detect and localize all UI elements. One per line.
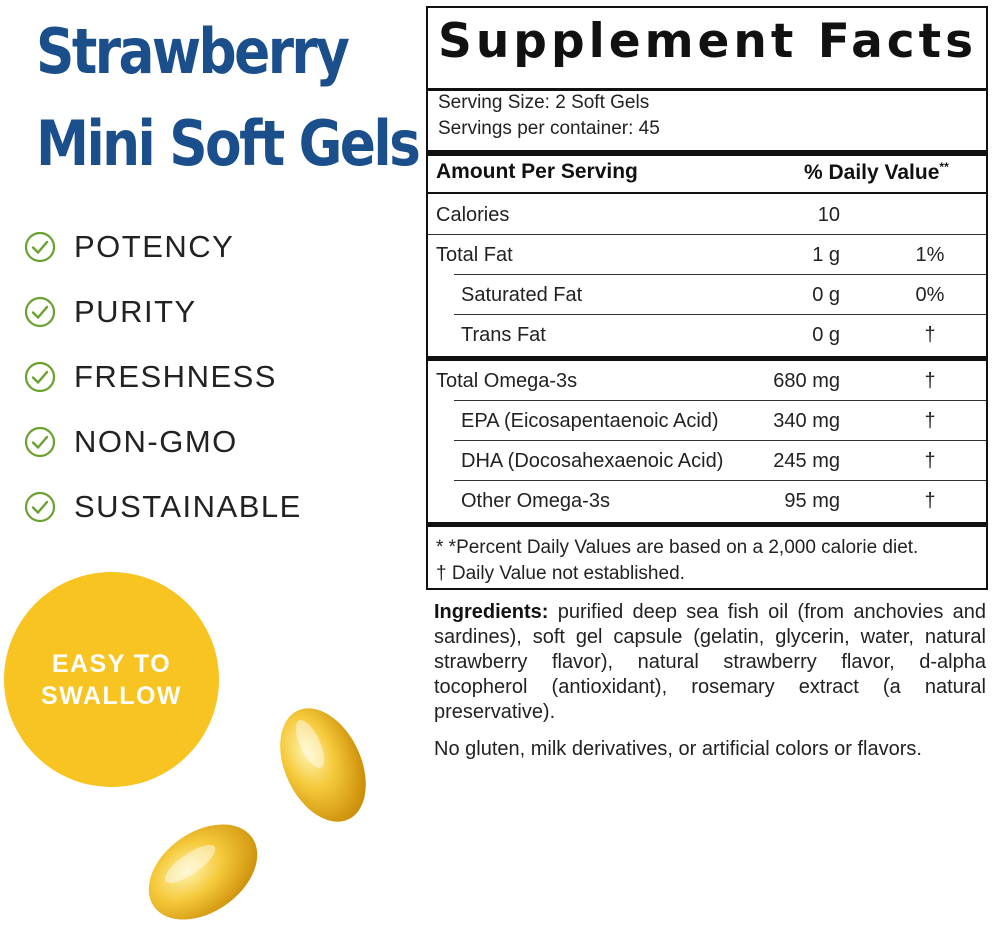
- benefit-label: PURITY: [74, 293, 197, 329]
- nutrient-amount: 0 g: [812, 284, 840, 306]
- daily-value-header: % Daily Value**: [804, 160, 949, 185]
- footnote-percent-daily-values: * *Percent Daily Values are based on a 2…: [436, 537, 919, 558]
- thick-divider: [428, 522, 986, 527]
- check-circle-icon: [24, 426, 56, 457]
- table-row: Saturated Fat 0 g 0%: [428, 275, 986, 315]
- ingredients-block: Ingredients: purified deep sea fish oil …: [434, 600, 986, 725]
- table-row: Calories 10: [428, 195, 986, 235]
- product-title-line1: Strawberry: [36, 15, 350, 88]
- daily-value-marker: **: [939, 160, 949, 174]
- thick-divider: [428, 150, 986, 156]
- benefit-label: SUSTAINABLE: [74, 488, 302, 524]
- table-row: Total Omega-3s 680 mg †: [428, 361, 986, 401]
- benefit-label: FRESHNESS: [74, 358, 277, 394]
- nutrient-name: Total Fat: [436, 244, 513, 266]
- nutrient-amount: 1 g: [812, 244, 840, 266]
- benefits-list: POTENCY PURITY FRESHNESS NON-GMO SUSTAIN…: [24, 214, 302, 539]
- supplement-facts-title: Supplement Facts: [438, 14, 978, 69]
- nutrient-amount: 245 mg: [773, 450, 840, 472]
- thick-divider: [428, 356, 986, 361]
- nutrient-name: Trans Fat: [461, 324, 546, 346]
- softgel-image: [148, 824, 258, 920]
- check-circle-icon: [24, 361, 56, 392]
- free-from-statement: No gluten, milk derivatives, or artifici…: [434, 738, 922, 760]
- benefit-item: POTENCY: [24, 214, 302, 279]
- nutrient-amount: 680 mg: [773, 370, 840, 392]
- nutrient-amount: 340 mg: [773, 410, 840, 432]
- supplement-facts-panel: Supplement Facts Serving Size: 2 Soft Ge…: [426, 6, 988, 590]
- nutrient-name: Calories: [436, 204, 510, 226]
- nutrient-daily-value: 0%: [915, 284, 945, 306]
- row-divider: [428, 234, 986, 235]
- nutrient-amount: 95 mg: [784, 490, 840, 512]
- nutrient-amount: 0 g: [812, 324, 840, 346]
- table-row: Other Omega-3s 95 mg †: [428, 481, 986, 521]
- table-row: DHA (Docosahexaenoic Acid) 245 mg †: [428, 441, 986, 481]
- badge-line1: EASY TO: [51, 649, 172, 678]
- table-row: EPA (Eicosapentaenoic Acid) 340 mg †: [428, 401, 986, 441]
- nutrient-daily-value: †: [924, 410, 936, 432]
- amount-per-serving-header: Amount Per Serving: [436, 160, 638, 183]
- check-circle-icon: [24, 491, 56, 522]
- table-row: Trans Fat 0 g †: [428, 315, 986, 355]
- benefit-item: NON-GMO: [24, 409, 302, 474]
- row-divider: [454, 480, 986, 481]
- benefit-label: NON-GMO: [74, 423, 238, 459]
- check-circle-icon: [24, 296, 56, 327]
- footnote-daily-value-not-established: † Daily Value not established.: [436, 563, 685, 584]
- row-divider: [454, 400, 986, 401]
- product-title-line2: Mini Soft Gels: [36, 107, 421, 180]
- nutrient-name: Other Omega-3s: [461, 490, 610, 512]
- nutrient-daily-value: 1%: [915, 244, 945, 266]
- divider: [428, 192, 986, 194]
- nutrient-name: Saturated Fat: [461, 284, 583, 306]
- product-title: Strawberry Mini Soft Gels: [36, 6, 421, 190]
- servings-per-container: Servings per container: 45: [438, 118, 660, 139]
- benefit-item: PURITY: [24, 279, 302, 344]
- row-divider: [454, 440, 986, 441]
- nutrient-name: EPA (Eicosapentaenoic Acid): [461, 410, 719, 432]
- row-divider: [454, 274, 986, 275]
- serving-size: Serving Size: 2 Soft Gels: [438, 92, 650, 113]
- thick-divider: [428, 88, 986, 91]
- ingredients-text: purified deep sea fish oil (from anchovi…: [434, 601, 986, 723]
- ingredients-label: Ingredients:: [434, 601, 549, 623]
- badge-text: EASY TO SWALLOW: [27, 648, 197, 712]
- softgel-image: [280, 708, 366, 822]
- nutrient-daily-value: †: [924, 450, 936, 472]
- row-divider: [454, 314, 986, 315]
- table-row: Total Fat 1 g 1%: [428, 235, 986, 275]
- easy-to-swallow-badge: EASY TO SWALLOW: [4, 572, 219, 787]
- benefit-item: SUSTAINABLE: [24, 474, 302, 539]
- nutrient-daily-value: †: [924, 370, 936, 392]
- nutrient-name: Total Omega-3s: [436, 370, 578, 392]
- benefit-label: POTENCY: [74, 228, 235, 264]
- benefit-item: FRESHNESS: [24, 344, 302, 409]
- nutrient-daily-value: †: [924, 324, 936, 346]
- nutrient-name: DHA (Docosahexaenoic Acid): [461, 450, 724, 472]
- nutrient-amount: 10: [817, 204, 840, 226]
- badge-line2: SWALLOW: [40, 681, 183, 710]
- check-circle-icon: [24, 231, 56, 262]
- nutrient-daily-value: †: [924, 490, 936, 512]
- daily-value-header-text: % Daily Value: [804, 161, 940, 184]
